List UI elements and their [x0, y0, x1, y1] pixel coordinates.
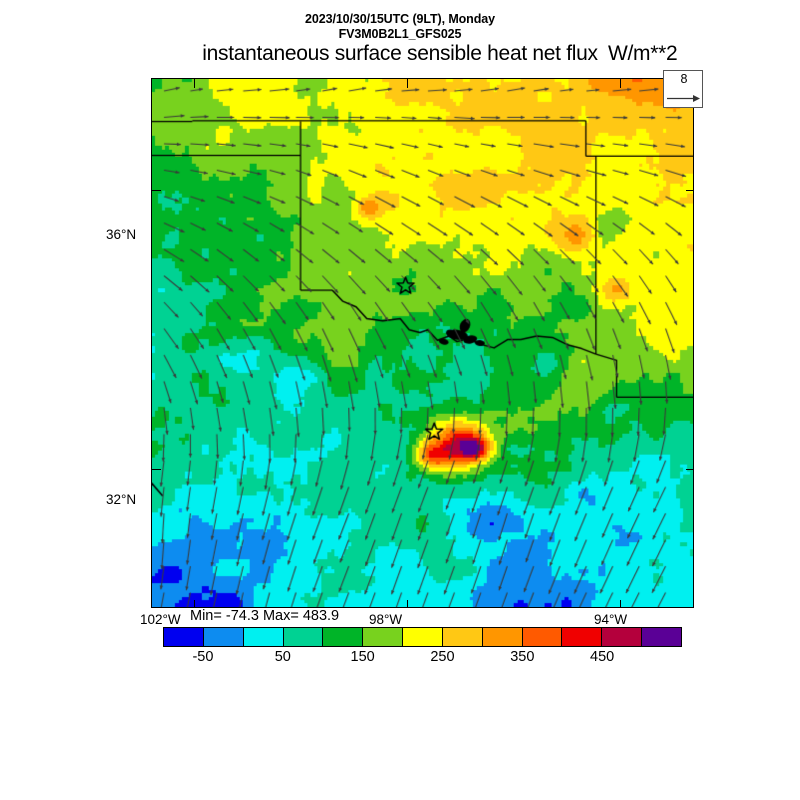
vector-key-value: 8 [680, 72, 688, 86]
lat-tick-mark [686, 469, 693, 471]
colorbar-segment [442, 628, 483, 646]
lon-tick-mark [407, 600, 409, 607]
colorbar-segment [283, 628, 324, 646]
lat-tick-mark [686, 190, 693, 192]
right-arrow-icon [667, 95, 700, 102]
lon-tick-label-98: 98°W [369, 612, 403, 627]
heatmap-canvas [152, 79, 693, 607]
colorbar-tick-label: -50 [192, 649, 214, 665]
units-label: W/m**2 [608, 42, 678, 65]
lon-tick-mark [619, 79, 622, 88]
lat-tick-label-32: 32°N [106, 492, 137, 507]
colorbar-segment [522, 628, 563, 646]
lat-tick-mark [152, 190, 161, 192]
lon-tick-label-94: 94°W [594, 612, 628, 627]
colorbar-segment [562, 628, 603, 646]
colorbar-segment [164, 628, 204, 646]
colorbar-tick-label: 150 [350, 649, 375, 665]
lat-tick-label-36: 36°N [106, 227, 137, 242]
lon-tick-label-102: 102°W [140, 612, 181, 627]
colorbar-segment [243, 628, 284, 646]
lon-tick-mark [194, 79, 196, 88]
lat-tick-mark [152, 469, 161, 471]
page-title: instantaneous surface sensible heat net … [202, 42, 598, 65]
colorbar-segment [363, 628, 404, 646]
vector-reference-key: 8 [663, 70, 703, 108]
lon-tick-mark [194, 600, 196, 607]
lon-tick-mark [619, 600, 622, 607]
colorbar-segment [642, 628, 681, 646]
colorbar-segment [203, 628, 244, 646]
colorbar-segment [403, 628, 443, 646]
colorbar-segment [482, 628, 523, 646]
map-plot-area [151, 78, 694, 608]
colorbar-segment [323, 628, 364, 646]
colorbar-tick-label: 250 [430, 649, 455, 665]
colorbar-tick-label: 450 [590, 649, 615, 665]
title-model-id: FV3M0B2L1_GFS025 [338, 27, 462, 41]
title-datetime: 2023/10/30/15UTC (9LT), Monday [305, 12, 495, 26]
lon-tick-mark [407, 79, 409, 88]
colorbar-segment [602, 628, 643, 646]
min-max-statistics: Min= -74.3 Max= 483.9 [190, 608, 340, 624]
colorbar-tick-label: 350 [510, 649, 535, 665]
colorbar-tick-labels: -50 50 150 250 350 450 [163, 649, 682, 667]
colorbar-tick-label: 50 [274, 649, 291, 665]
colorbar [163, 627, 682, 647]
